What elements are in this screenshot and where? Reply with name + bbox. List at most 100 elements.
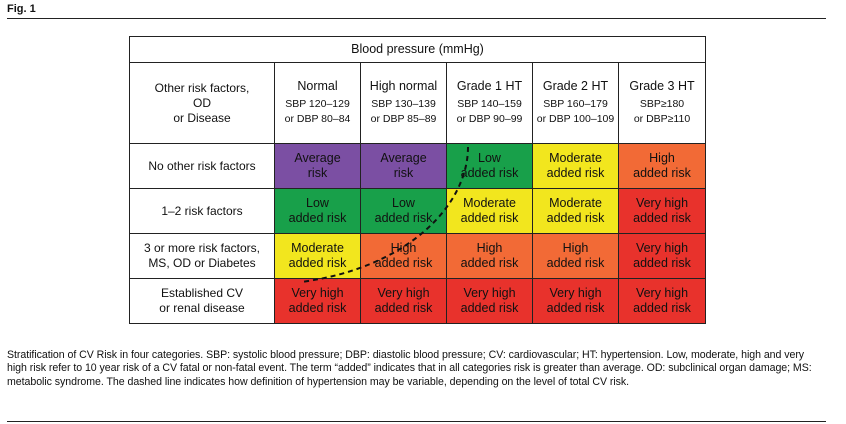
risk-cell-text: added risk [546,301,605,315]
risk-cell: Moderate added risk [274,233,361,279]
risk-cell-text: Moderate [291,241,344,255]
row-label: 3 or more risk factors, MS, OD or Diabete… [129,233,275,279]
row-label-line: 1–2 risk factors [161,203,243,218]
risk-cell-text: added risk [633,211,691,225]
corner-label: Other risk factors, OD or Disease [129,62,275,144]
risk-cell-text: Very high [635,241,689,255]
column-header: Normal SBP 120–129 or DBP 80–84 [274,62,361,144]
column-header-range: SBP 160–179 [543,98,608,110]
risk-cell-text: added risk [633,301,691,315]
risk-cell-text: Low [478,151,501,165]
risk-cell: Low added risk [360,188,447,234]
row-label-line: 3 or more risk factors, [143,241,261,255]
column-header-name: Grade 2 HT [542,79,609,93]
risk-cell-text: Moderate [549,196,602,210]
risk-cell-text: added risk [546,211,605,225]
column-header-name: Grade 3 HT [629,79,695,93]
table-row: Established CV or renal disease Very high a… [129,278,706,324]
risk-cell-text: added risk [460,211,519,225]
column-header-range: SBP 140–159 [457,98,522,110]
column-header-range: or DBP 100–109 [536,113,615,125]
risk-cell-text: High [562,241,589,255]
risk-cell: Very high added risk [532,278,619,324]
risk-cell-text: added risk [460,166,519,180]
risk-cell-text: Very high [549,286,602,300]
risk-cell: Very high added risk [360,278,447,324]
row-label: Established CV or renal disease [129,278,275,324]
risk-cell: Moderate added risk [446,188,533,234]
risk-cell: Moderate added risk [532,188,619,234]
risk-cell: High added risk [532,233,619,279]
risk-cell: Moderate added risk [532,143,619,189]
risk-cell: Very high added risk [446,278,533,324]
risk-cell-text: Low [306,196,329,210]
table-row: 3 or more risk factors, MS, OD or Diabete… [129,233,706,279]
column-header-range: or DBP 80–84 [284,113,351,125]
risk-cell-text: Average [294,151,341,165]
figure-caption: Stratification of CV Risk in four catego… [7,349,812,388]
row-label-line: MS, OD or Diabetes [148,256,256,270]
risk-cell-text: High [390,241,417,255]
top-rule [7,18,826,19]
risk-cell-text: Very high [635,196,689,210]
column-header: High normal SBP 130–139 or DBP 85–89 [360,62,447,144]
risk-cell: Very high added risk [618,233,706,279]
risk-cell-text: added risk [460,256,519,270]
blood-pressure-title: Blood pressure (mmHg) [129,36,706,63]
risk-cell-text: added risk [288,211,347,225]
column-header-range: or DBP 90–99 [456,113,523,125]
risk-cell-text: High [476,241,503,255]
column-header-range: or DBP≥110 [633,113,691,125]
risk-cell-text: risk [393,166,414,180]
risk-cell-text: added risk [288,301,347,315]
risk-cell-text: added risk [374,256,433,270]
column-header-name: Normal [297,79,338,93]
risk-cell-text: Low [392,196,415,210]
risk-cell-text: High [649,151,675,165]
bottom-rule [7,421,826,422]
row-label: 1–2 risk factors [129,188,275,234]
risk-cell-text: Average [380,151,427,165]
risk-cell-text: added risk [374,211,433,225]
risk-cell: Low added risk [274,188,361,234]
corner-label-line: or Disease [173,110,231,125]
risk-cell: Very high added risk [618,188,706,234]
risk-cell: Average risk [360,143,447,189]
corner-label-line: Other risk factors, [154,80,250,95]
row-label: No other risk factors [129,143,275,189]
risk-cell: High added risk [360,233,447,279]
row-label-line: No other risk factors [148,158,256,173]
table-row: 1–2 risk factors Low added risk Low added ri… [129,188,706,234]
risk-cell: Low added risk [446,143,533,189]
column-header: Grade 3 HT SBP≥180 or DBP≥110 [618,62,706,144]
figure-label: Fig. 1 [7,3,36,15]
risk-cell-text: added risk [288,256,347,270]
risk-cell-text: added risk [374,301,433,315]
risk-cell-text: Very high [635,286,689,300]
column-header-range: or DBP 85–89 [370,113,437,125]
risk-cell-text: added risk [633,166,691,180]
row-label-line: or renal disease [159,301,245,315]
risk-cell-text: added risk [546,256,605,270]
risk-cell-text: Moderate [549,151,602,165]
risk-cell: Very high added risk [618,278,706,324]
row-label-line: Established CV [160,286,244,300]
column-header-name: Grade 1 HT [456,79,523,93]
column-header-name: High normal [369,79,438,93]
corner-label-line: OD [193,95,211,110]
risk-cell-text: added risk [546,166,605,180]
risk-cell-text: Very high [377,286,430,300]
risk-cell-text: Very high [463,286,516,300]
risk-cell-text: added risk [460,301,519,315]
column-header-range: SBP 120–129 [285,98,350,110]
risk-cell-text: added risk [633,256,691,270]
risk-stratification-table: Blood pressure (mmHg) Other risk factors… [129,36,706,324]
risk-cell-text: Moderate [463,196,516,210]
risk-cell: High added risk [618,143,706,189]
risk-cell-text: Very high [291,286,344,300]
column-header: Grade 2 HT SBP 160–179 or DBP 100–109 [532,62,619,144]
risk-cell: Average risk [274,143,361,189]
column-header: Grade 1 HT SBP 140–159 or DBP 90–99 [446,62,533,144]
table-row: No other risk factors Average risk Average r… [129,143,706,189]
column-header-range: SBP≥180 [639,98,685,110]
